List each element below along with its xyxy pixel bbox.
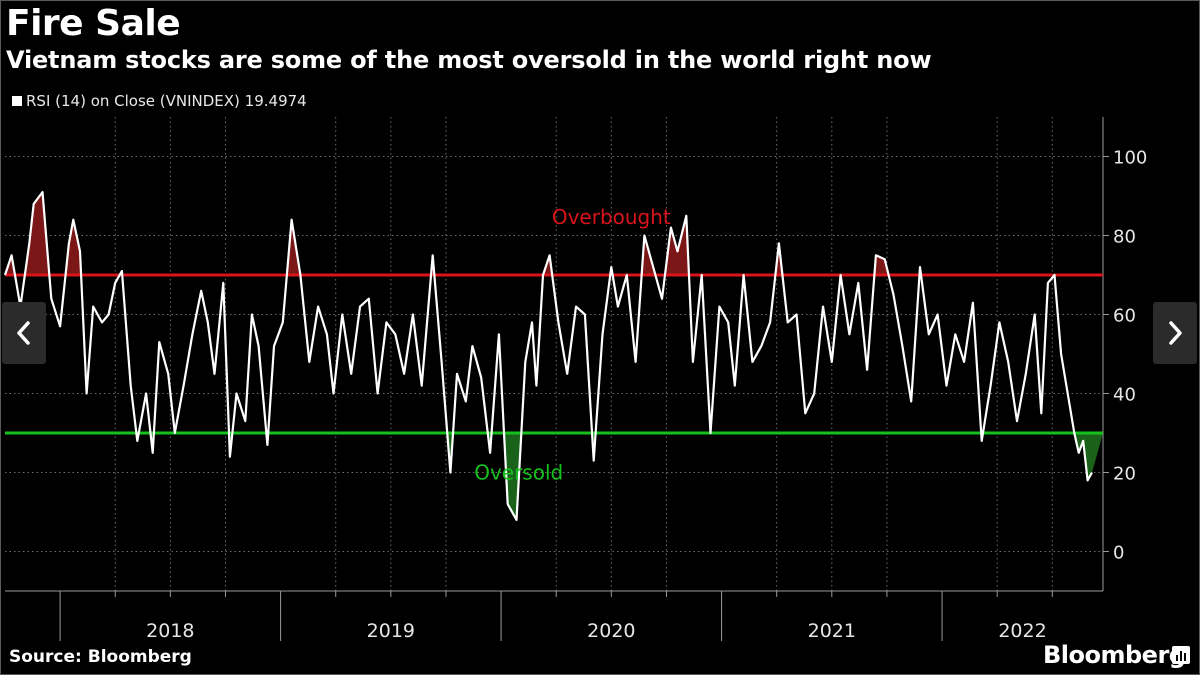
source-note: Source: Bloomberg bbox=[9, 647, 192, 667]
y-tick-label: 60 bbox=[1113, 306, 1136, 327]
chevron-right-icon bbox=[1169, 321, 1182, 345]
x-year-label: 2018 bbox=[146, 620, 194, 642]
previous-slide-button[interactable] bbox=[2, 302, 46, 364]
next-slide-button[interactable] bbox=[1153, 302, 1197, 364]
oversold-label: Oversold bbox=[474, 461, 563, 485]
legend-label: RSI (14) on Close (VNINDEX) 19.4974 bbox=[26, 92, 307, 110]
legend-swatch bbox=[12, 96, 22, 106]
x-year-label: 2022 bbox=[998, 620, 1046, 642]
bloomberg-logo: Bloomberg bbox=[1043, 641, 1186, 669]
chevron-left-icon bbox=[17, 321, 30, 345]
chart-subtitle: Vietnam stocks are some of the most over… bbox=[6, 46, 932, 74]
bloomberg-bars-icon bbox=[1172, 646, 1190, 664]
y-tick-label: 40 bbox=[1113, 385, 1136, 406]
rsi-series-line bbox=[3, 191, 1093, 522]
y-tick-label: 20 bbox=[1113, 464, 1136, 485]
y-tick-label: 80 bbox=[1113, 227, 1136, 248]
x-year-label: 2019 bbox=[367, 620, 415, 642]
chart-legend: RSI (14) on Close (VNINDEX) 19.4974 bbox=[12, 92, 307, 110]
x-year-label: 2020 bbox=[587, 620, 635, 642]
chart-title: Fire Sale bbox=[6, 3, 181, 44]
x-year-label: 2021 bbox=[808, 620, 856, 642]
y-tick-label: 0 bbox=[1113, 543, 1124, 564]
overbought-label: Overbought bbox=[552, 205, 671, 229]
y-tick-label: 100 bbox=[1113, 148, 1147, 169]
